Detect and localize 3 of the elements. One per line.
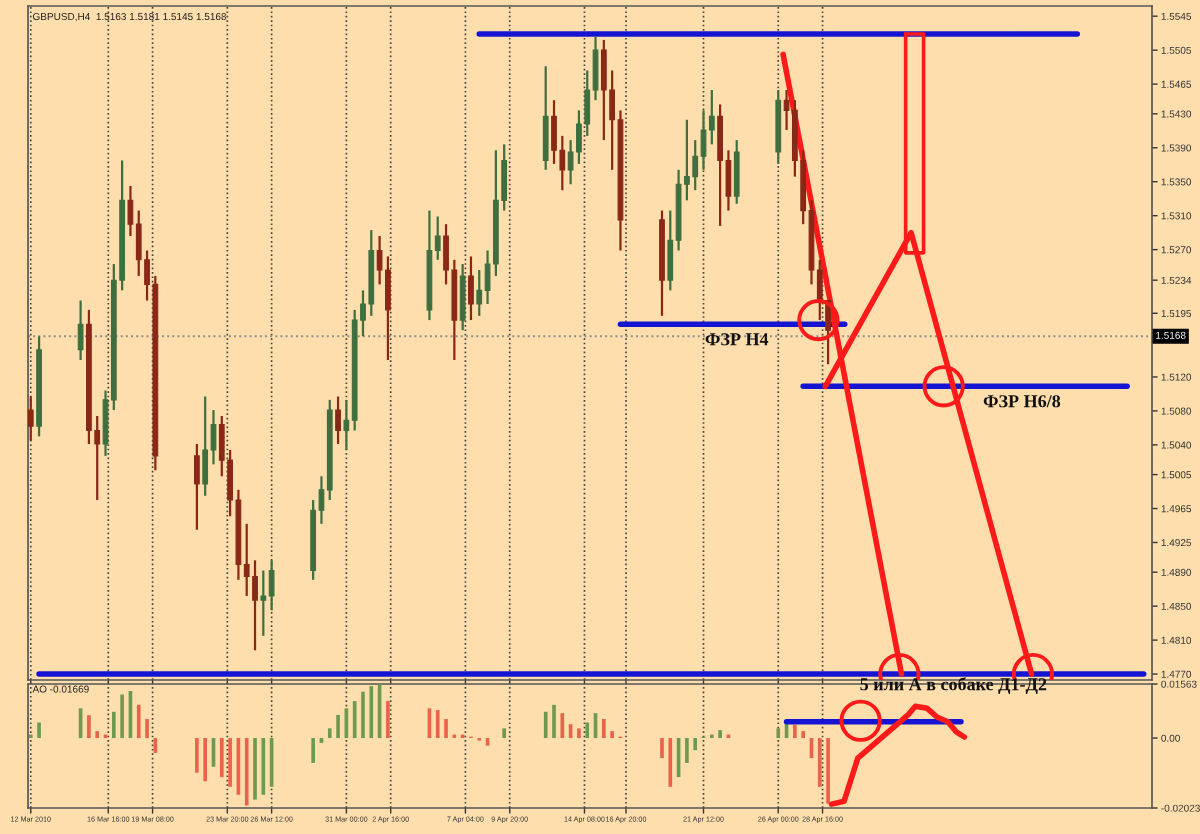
annotation: 5 или А в собаке Д1-Д2 [860,677,1047,695]
annotation: ФЗР Н6/8 [983,395,1061,408]
annotation: ФЗР Н4 [705,333,769,346]
